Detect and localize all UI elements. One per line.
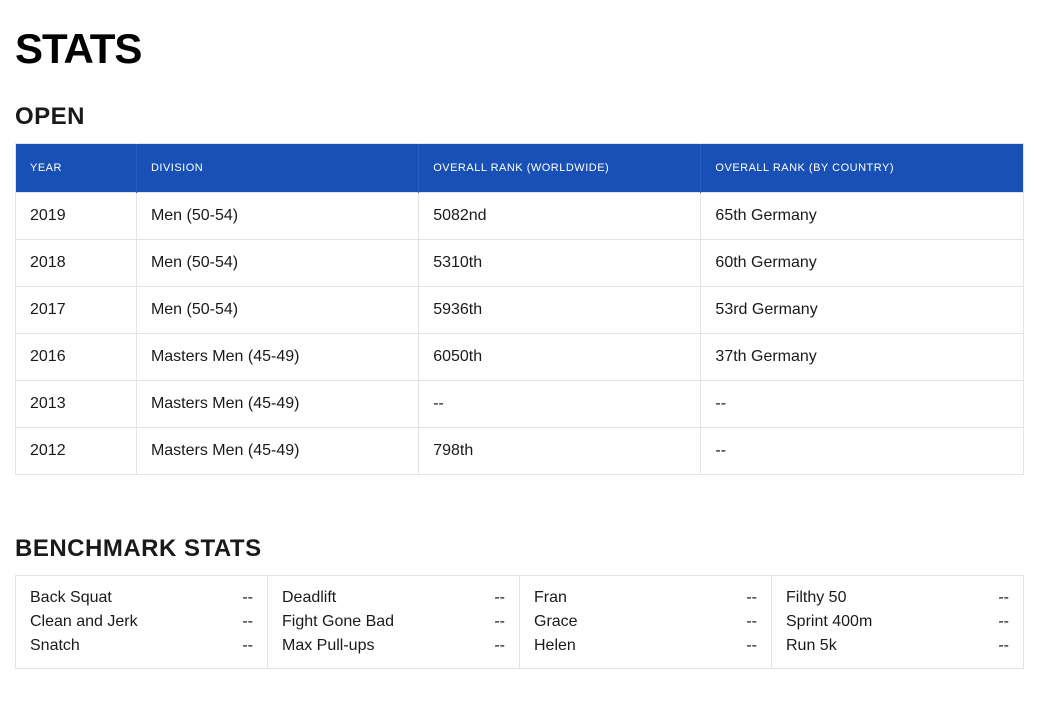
benchmark-value: -- — [746, 610, 757, 634]
benchmark-value: -- — [998, 586, 1009, 610]
table-row: 2013 Masters Men (45-49) -- -- — [16, 381, 1024, 428]
cell-worldwide: -- — [419, 381, 701, 428]
benchmark-label: Clean and Jerk — [30, 610, 138, 634]
cell-worldwide: 5082nd — [419, 193, 701, 240]
cell-year: 2018 — [16, 240, 137, 287]
benchmark-value: -- — [998, 634, 1009, 658]
benchmark-value: -- — [494, 634, 505, 658]
cell-worldwide: 5310th — [419, 240, 701, 287]
benchmark-row: Fran -- — [534, 586, 757, 610]
benchmark-col: Fran -- Grace -- Helen -- — [520, 576, 772, 668]
cell-country: -- — [701, 428, 1024, 475]
benchmark-label: Helen — [534, 634, 576, 658]
benchmark-row: Run 5k -- — [786, 634, 1009, 658]
cell-country: 37th Germany — [701, 334, 1024, 381]
benchmark-label: Sprint 400m — [786, 610, 872, 634]
benchmark-row: Filthy 50 -- — [786, 586, 1009, 610]
cell-worldwide: 6050th — [419, 334, 701, 381]
benchmark-label: Deadlift — [282, 586, 336, 610]
section-title-benchmark: BENCHMARK STATS — [15, 535, 1024, 563]
benchmark-label: Filthy 50 — [786, 586, 846, 610]
cell-year: 2017 — [16, 287, 137, 334]
benchmark-row: Helen -- — [534, 634, 757, 658]
open-table: YEAR DIVISION OVERALL RANK (WORLDWIDE) O… — [15, 143, 1024, 475]
benchmark-col: Deadlift -- Fight Gone Bad -- Max Pull-u… — [268, 576, 520, 668]
benchmark-value: -- — [242, 586, 253, 610]
benchmark-label: Fight Gone Bad — [282, 610, 394, 634]
cell-country: 60th Germany — [701, 240, 1024, 287]
benchmark-value: -- — [242, 610, 253, 634]
benchmark-row: Snatch -- — [30, 634, 253, 658]
benchmark-label: Max Pull-ups — [282, 634, 374, 658]
benchmark-value: -- — [242, 634, 253, 658]
table-header-row: YEAR DIVISION OVERALL RANK (WORLDWIDE) O… — [16, 144, 1024, 193]
benchmark-label: Snatch — [30, 634, 80, 658]
table-row: 2016 Masters Men (45-49) 6050th 37th Ger… — [16, 334, 1024, 381]
benchmark-row: Deadlift -- — [282, 586, 505, 610]
benchmark-row: Sprint 400m -- — [786, 610, 1009, 634]
cell-country: 65th Germany — [701, 193, 1024, 240]
table-row: 2019 Men (50-54) 5082nd 65th Germany — [16, 193, 1024, 240]
benchmark-value: -- — [746, 634, 757, 658]
cell-year: 2013 — [16, 381, 137, 428]
cell-division: Men (50-54) — [136, 287, 418, 334]
benchmark-label: Grace — [534, 610, 578, 634]
benchmark-label: Run 5k — [786, 634, 837, 658]
col-header-year: YEAR — [16, 144, 137, 193]
cell-year: 2016 — [16, 334, 137, 381]
col-header-worldwide: OVERALL RANK (WORLDWIDE) — [419, 144, 701, 193]
cell-division: Men (50-54) — [136, 240, 418, 287]
benchmark-row: Max Pull-ups -- — [282, 634, 505, 658]
benchmark-label: Fran — [534, 586, 567, 610]
cell-division: Masters Men (45-49) — [136, 381, 418, 428]
benchmark-row: Grace -- — [534, 610, 757, 634]
benchmark-value: -- — [494, 610, 505, 634]
cell-division: Masters Men (45-49) — [136, 334, 418, 381]
cell-year: 2019 — [16, 193, 137, 240]
cell-worldwide: 5936th — [419, 287, 701, 334]
col-header-country: OVERALL RANK (BY COUNTRY) — [701, 144, 1024, 193]
benchmark-row: Fight Gone Bad -- — [282, 610, 505, 634]
cell-division: Masters Men (45-49) — [136, 428, 418, 475]
section-title-open: OPEN — [15, 103, 1024, 131]
cell-year: 2012 — [16, 428, 137, 475]
benchmark-row: Back Squat -- — [30, 586, 253, 610]
cell-worldwide: 798th — [419, 428, 701, 475]
table-row: 2018 Men (50-54) 5310th 60th Germany — [16, 240, 1024, 287]
page-title: STATS — [15, 25, 1024, 73]
benchmark-label: Back Squat — [30, 586, 112, 610]
benchmark-value: -- — [998, 610, 1009, 634]
benchmark-col: Filthy 50 -- Sprint 400m -- Run 5k -- — [772, 576, 1023, 668]
cell-country: -- — [701, 381, 1024, 428]
benchmark-value: -- — [494, 586, 505, 610]
benchmark-value: -- — [746, 586, 757, 610]
col-header-division: DIVISION — [136, 144, 418, 193]
table-row: 2012 Masters Men (45-49) 798th -- — [16, 428, 1024, 475]
table-row: 2017 Men (50-54) 5936th 53rd Germany — [16, 287, 1024, 334]
benchmark-row: Clean and Jerk -- — [30, 610, 253, 634]
cell-division: Men (50-54) — [136, 193, 418, 240]
benchmark-table: Back Squat -- Clean and Jerk -- Snatch -… — [15, 575, 1024, 669]
benchmark-col: Back Squat -- Clean and Jerk -- Snatch -… — [16, 576, 268, 668]
cell-country: 53rd Germany — [701, 287, 1024, 334]
